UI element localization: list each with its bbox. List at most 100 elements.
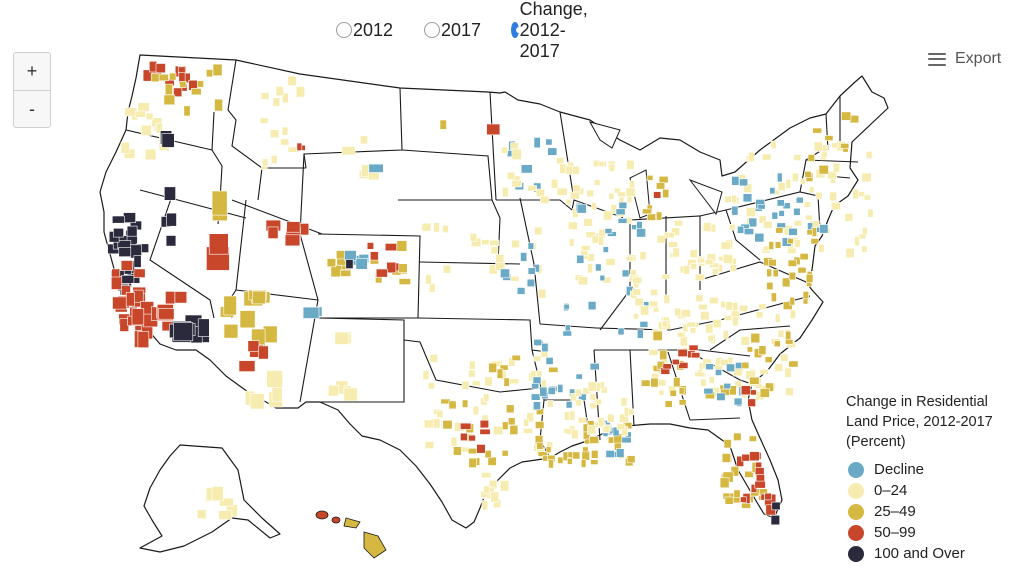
- county-patch[interactable]: [769, 187, 776, 195]
- county-patch[interactable]: [636, 221, 643, 230]
- county-patch[interactable]: [646, 175, 654, 181]
- county-patch[interactable]: [576, 203, 587, 214]
- county-patch[interactable]: [472, 405, 479, 416]
- county-patch[interactable]: [563, 303, 570, 310]
- county-patch[interactable]: [625, 255, 635, 262]
- county-patch[interactable]: [535, 188, 545, 198]
- county-patch[interactable]: [636, 329, 644, 339]
- county-patch[interactable]: [770, 140, 777, 149]
- county-patch[interactable]: [658, 389, 665, 396]
- county-patch[interactable]: [112, 296, 127, 310]
- county-patch[interactable]: [155, 63, 166, 74]
- county-patch[interactable]: [791, 172, 799, 182]
- county-patch[interactable]: [439, 119, 447, 130]
- county-patch[interactable]: [733, 397, 743, 406]
- county-patch[interactable]: [776, 199, 785, 207]
- county-patch[interactable]: [789, 309, 796, 319]
- county-patch[interactable]: [223, 323, 239, 339]
- county-patch[interactable]: [827, 171, 838, 180]
- county-patch[interactable]: [570, 393, 578, 402]
- county-patch[interactable]: [824, 135, 834, 141]
- county-patch[interactable]: [484, 376, 493, 387]
- county-patch[interactable]: [608, 192, 615, 200]
- county-patch[interactable]: [678, 387, 685, 395]
- county-patch[interactable]: [794, 239, 801, 248]
- county-patch[interactable]: [197, 318, 210, 337]
- county-patch[interactable]: [662, 189, 670, 199]
- county-patch[interactable]: [119, 318, 130, 332]
- county-patch[interactable]: [295, 86, 306, 98]
- county-patch[interactable]: [442, 225, 449, 233]
- county-patch[interactable]: [788, 271, 796, 281]
- county-patch[interactable]: [761, 153, 772, 161]
- county-patch[interactable]: [572, 184, 581, 193]
- county-patch[interactable]: [709, 296, 719, 305]
- county-patch[interactable]: [591, 202, 597, 211]
- county-patch[interactable]: [648, 349, 659, 356]
- county-patch[interactable]: [673, 377, 681, 388]
- county-patch[interactable]: [781, 277, 791, 288]
- county-patch[interactable]: [650, 377, 659, 388]
- county-patch[interactable]: [788, 360, 799, 368]
- county-patch[interactable]: [626, 455, 636, 464]
- county-patch[interactable]: [500, 268, 510, 279]
- county-patch[interactable]: [460, 432, 468, 442]
- county-patch[interactable]: [683, 265, 691, 275]
- county-patch[interactable]: [487, 456, 497, 466]
- county-patch[interactable]: [534, 226, 543, 236]
- zoom-in-button[interactable]: +: [14, 53, 50, 91]
- county-patch[interactable]: [156, 122, 163, 134]
- county-patch[interactable]: [442, 264, 451, 274]
- county-patch[interactable]: [754, 480, 766, 489]
- county-patch[interactable]: [112, 215, 125, 224]
- county-patch[interactable]: [527, 267, 536, 275]
- county-patch[interactable]: [678, 399, 687, 406]
- county-patch[interactable]: [799, 253, 809, 261]
- county-patch[interactable]: [502, 421, 509, 430]
- county-patch[interactable]: [640, 305, 650, 316]
- county-patch[interactable]: [272, 97, 281, 107]
- county-patch[interactable]: [628, 408, 635, 416]
- county-patch[interactable]: [481, 472, 492, 479]
- county-patch[interactable]: [460, 446, 470, 453]
- county-patch[interactable]: [505, 404, 515, 414]
- county-patch[interactable]: [712, 268, 719, 275]
- county-patch[interactable]: [759, 368, 769, 375]
- county-patch[interactable]: [267, 226, 279, 239]
- county-patch[interactable]: [509, 378, 519, 385]
- county-patch[interactable]: [746, 346, 754, 353]
- county-patch[interactable]: [576, 254, 585, 264]
- county-patch[interactable]: [511, 354, 521, 361]
- county-patch[interactable]: [520, 164, 533, 174]
- county-patch[interactable]: [145, 112, 154, 120]
- radio-change-2012-2017[interactable]: Change, 2012-2017: [511, 0, 596, 61]
- county-patch[interactable]: [585, 231, 596, 239]
- county-patch[interactable]: [807, 154, 815, 162]
- county-patch[interactable]: [121, 274, 135, 284]
- county-patch[interactable]: [282, 92, 289, 104]
- radio-2012[interactable]: 2012: [336, 16, 393, 44]
- county-patch[interactable]: [511, 180, 523, 188]
- county-patch[interactable]: [690, 263, 698, 270]
- county-patch[interactable]: [599, 274, 606, 282]
- county-patch[interactable]: [620, 397, 628, 407]
- county-patch[interactable]: [720, 300, 726, 309]
- county-patch[interactable]: [806, 229, 813, 236]
- county-patch[interactable]: [523, 418, 529, 427]
- county-patch[interactable]: [605, 258, 616, 266]
- county-patch[interactable]: [649, 300, 659, 307]
- county-patch[interactable]: [763, 220, 773, 229]
- county-patch[interactable]: [797, 266, 807, 274]
- county-patch[interactable]: [764, 492, 772, 501]
- county-patch[interactable]: [150, 73, 160, 83]
- county-patch[interactable]: [852, 189, 859, 200]
- county-patch[interactable]: [286, 221, 301, 233]
- county-patch[interactable]: [369, 251, 379, 261]
- county-patch[interactable]: [747, 398, 756, 407]
- county-patch[interactable]: [697, 303, 708, 310]
- county-patch[interactable]: [542, 455, 548, 462]
- county-patch[interactable]: [830, 178, 837, 184]
- county-patch[interactable]: [211, 190, 228, 216]
- county-patch[interactable]: [483, 485, 490, 494]
- county-patch[interactable]: [166, 212, 177, 227]
